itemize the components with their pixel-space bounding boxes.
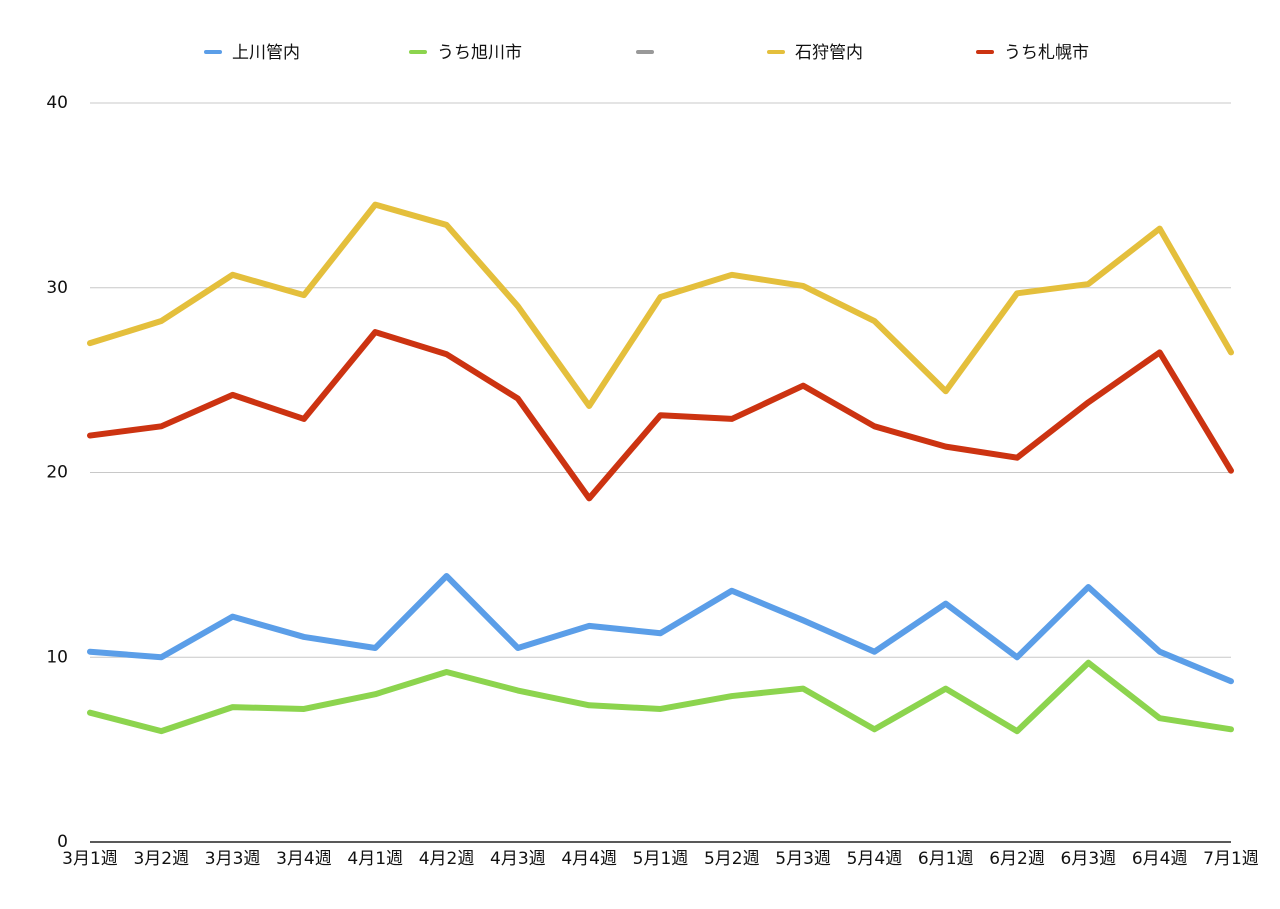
legend-label: 石狩管内 bbox=[795, 43, 863, 63]
x-tick-label: 4月2週 bbox=[419, 849, 475, 869]
x-tick-label: 5月2週 bbox=[704, 849, 760, 869]
x-tick-label: 7月1週 bbox=[1203, 849, 1259, 869]
series-line bbox=[87, 659, 1234, 735]
x-tick-label: 4月4週 bbox=[561, 849, 617, 869]
x-tick-label: 6月1週 bbox=[918, 849, 974, 869]
x-tick-label: 3月1週 bbox=[62, 849, 118, 869]
x-tick-label: 5月1週 bbox=[633, 849, 689, 869]
x-tick-label: 6月3週 bbox=[1061, 849, 1117, 869]
x-tick-label: 3月4週 bbox=[276, 849, 332, 869]
x-tick-label: 6月2週 bbox=[989, 849, 1045, 869]
legend-label: うち札幌市 bbox=[1004, 43, 1089, 63]
x-tick-label: 3月2週 bbox=[133, 849, 189, 869]
x-tick-label: 4月1週 bbox=[347, 849, 403, 869]
series-line bbox=[87, 329, 1234, 502]
x-tick-label: 5月4週 bbox=[847, 849, 903, 869]
legend-label: 上川管内 bbox=[232, 43, 300, 63]
x-tick-label: 6月4週 bbox=[1132, 849, 1188, 869]
y-tick-label: 10 bbox=[46, 647, 68, 667]
y-tick-label: 20 bbox=[46, 463, 68, 483]
x-tick-label: 5月3週 bbox=[775, 849, 831, 869]
series-line bbox=[87, 572, 1234, 685]
legend-label: うち旭川市 bbox=[437, 43, 522, 63]
x-tick-label: 4月3週 bbox=[490, 849, 546, 869]
y-tick-label: 30 bbox=[46, 278, 68, 298]
y-tick-label: 40 bbox=[46, 93, 68, 113]
x-tick-label: 3月3週 bbox=[205, 849, 261, 869]
y-tick-label: 0 bbox=[57, 832, 68, 852]
series-line bbox=[87, 201, 1234, 409]
